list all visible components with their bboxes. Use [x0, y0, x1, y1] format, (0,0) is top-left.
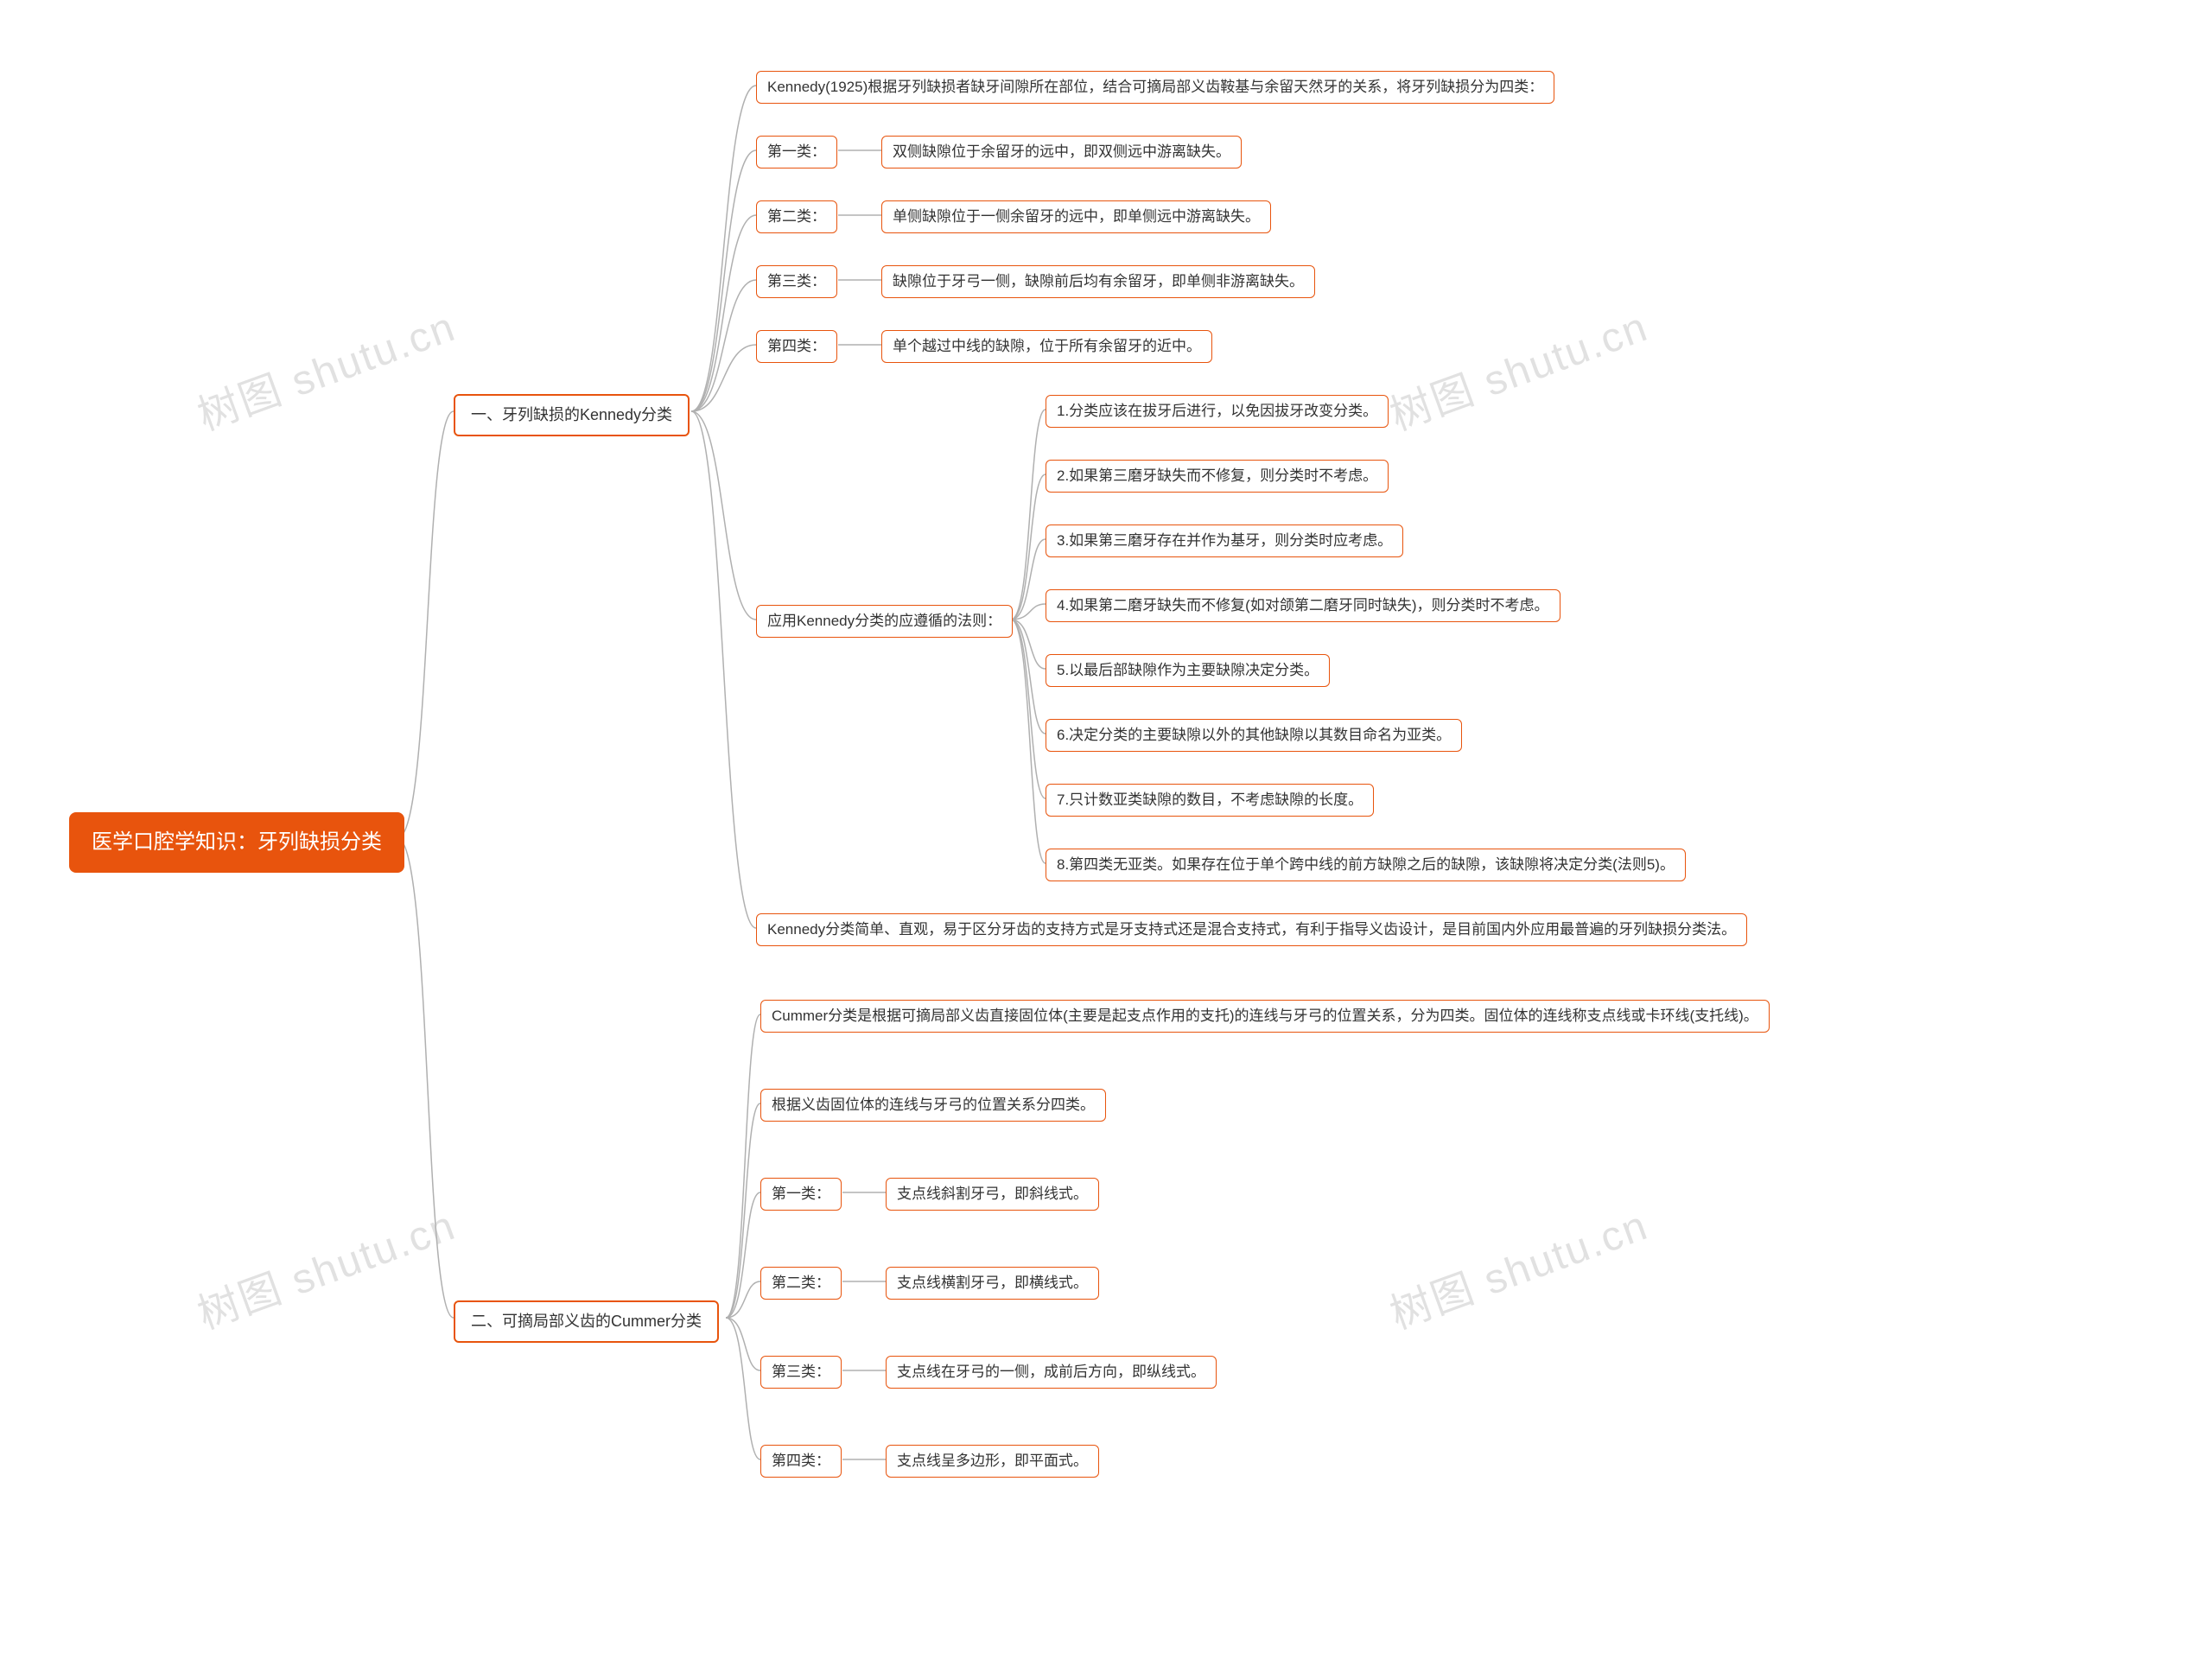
- cummer-cat1-desc: 支点线斜割牙弓，即斜线式。: [886, 1178, 1099, 1211]
- kennedy-rule-1: 1.分类应该在拔牙后进行，以免因拔牙改变分类。: [1046, 395, 1389, 428]
- cummer-cat4-label: 第四类：: [760, 1445, 842, 1478]
- mindmap-canvas: 医学口腔学知识：牙列缺损分类 一、牙列缺损的Kennedy分类 二、可摘局部义齿…: [0, 0, 2212, 1653]
- cummer-cat1-label: 第一类：: [760, 1178, 842, 1211]
- branch-kennedy: 一、牙列缺损的Kennedy分类: [454, 394, 690, 436]
- cummer-intro: Cummer分类是根据可摘局部义齿直接固位体(主要是起支点作用的支托)的连线与牙…: [760, 1000, 1770, 1033]
- kennedy-rule-2: 2.如果第三磨牙缺失而不修复，则分类时不考虑。: [1046, 460, 1389, 493]
- cummer-basis: 根据义齿固位体的连线与牙弓的位置关系分四类。: [760, 1089, 1106, 1122]
- cummer-cat3-label: 第三类：: [760, 1356, 842, 1389]
- kennedy-cat4-desc: 单个越过中线的缺隙，位于所有余留牙的近中。: [881, 330, 1212, 363]
- kennedy-cat2-desc: 单侧缺隙位于一侧余留牙的远中，即单侧远中游离缺失。: [881, 200, 1271, 233]
- cummer-cat2-desc: 支点线横割牙弓，即横线式。: [886, 1267, 1099, 1300]
- branch-cummer: 二、可摘局部义齿的Cummer分类: [454, 1300, 719, 1343]
- kennedy-summary: Kennedy分类简单、直观，易于区分牙齿的支持方式是牙支持式还是混合支持式，有…: [756, 913, 1747, 946]
- kennedy-rule-4: 4.如果第二磨牙缺失而不修复(如对颌第二磨牙同时缺失)，则分类时不考虑。: [1046, 589, 1560, 622]
- kennedy-intro: Kennedy(1925)根据牙列缺损者缺牙间隙所在部位，结合可摘局部义齿鞍基与…: [756, 71, 1554, 104]
- cummer-cat3-desc: 支点线在牙弓的一侧，成前后方向，即纵线式。: [886, 1356, 1217, 1389]
- cummer-cat2-label: 第二类：: [760, 1267, 842, 1300]
- kennedy-rule-3: 3.如果第三磨牙存在并作为基牙，则分类时应考虑。: [1046, 525, 1403, 557]
- kennedy-rule-5: 5.以最后部缺隙作为主要缺隙决定分类。: [1046, 654, 1330, 687]
- cummer-cat4-desc: 支点线呈多边形，即平面式。: [886, 1445, 1099, 1478]
- kennedy-rule-7: 7.只计数亚类缺隙的数目，不考虑缺隙的长度。: [1046, 784, 1374, 817]
- kennedy-rule-6: 6.决定分类的主要缺隙以外的其他缺隙以其数目命名为亚类。: [1046, 719, 1462, 752]
- kennedy-cat1-desc: 双侧缺隙位于余留牙的远中，即双侧远中游离缺失。: [881, 136, 1242, 168]
- root-node: 医学口腔学知识：牙列缺损分类: [69, 812, 404, 873]
- kennedy-cat3-label: 第三类：: [756, 265, 837, 298]
- kennedy-cat2-label: 第二类：: [756, 200, 837, 233]
- kennedy-rules-label: 应用Kennedy分类的应遵循的法则：: [756, 605, 1013, 638]
- kennedy-cat1-label: 第一类：: [756, 136, 837, 168]
- kennedy-cat3-desc: 缺隙位于牙弓一侧，缺隙前后均有余留牙，即单侧非游离缺失。: [881, 265, 1315, 298]
- kennedy-rule-8: 8.第四类无亚类。如果存在位于单个跨中线的前方缺隙之后的缺隙，该缺隙将决定分类(…: [1046, 849, 1686, 881]
- kennedy-cat4-label: 第四类：: [756, 330, 837, 363]
